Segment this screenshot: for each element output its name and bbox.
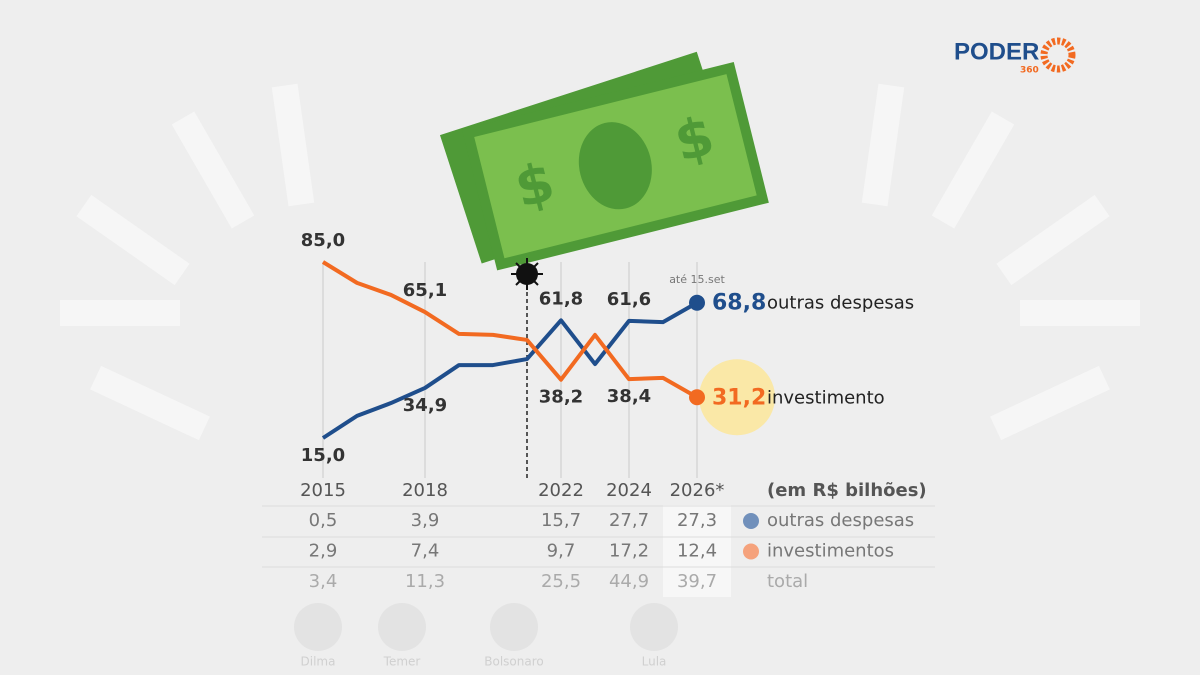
table-cell: 2,9: [309, 541, 338, 562]
logo-name: PODER: [954, 38, 1039, 65]
logo: PODER 360: [954, 37, 1076, 76]
line: [321, 260, 698, 400]
end-marker: [689, 294, 705, 311]
highlight: [699, 359, 775, 436]
x-tick-label: 2022: [538, 480, 584, 501]
line: [321, 300, 698, 440]
president-name: Dilma: [301, 655, 336, 669]
value-label: 31,2: [712, 385, 766, 410]
value-label: 38,4: [607, 386, 651, 407]
end-marker: [689, 389, 705, 406]
value-label: 65,1: [403, 280, 447, 301]
president-name: Temer: [383, 655, 421, 669]
table-row-name: total: [767, 571, 808, 592]
table-cell: 15,7: [541, 510, 581, 531]
logo-number: 360: [1020, 66, 1039, 76]
money-icon: $ $: [439, 51, 769, 271]
table-cell: 44,9: [609, 571, 649, 592]
president-name: Bolsonaro: [484, 655, 543, 669]
president-photo: [490, 603, 538, 651]
legend-label: investimento: [767, 387, 885, 408]
president-name: Lula: [642, 655, 667, 669]
table-cell: 9,7: [547, 541, 576, 562]
bill-circle: [578, 122, 652, 210]
presidents: Dilma Temer Bolsonaro Lula: [294, 603, 678, 669]
table-cell: 39,7: [677, 571, 717, 592]
x-tick-label: 2024: [606, 480, 652, 501]
table-cell: 27,3: [677, 510, 717, 531]
table-cell: 27,7: [609, 510, 649, 531]
x-tick-label: 2018: [402, 480, 448, 501]
table-row-name: investimentos: [767, 541, 894, 562]
legend-dot: [743, 543, 759, 560]
value-label: 68,8: [712, 291, 766, 316]
table-cell: 3,9: [411, 510, 440, 531]
table-cell: 3,4: [309, 571, 338, 592]
table-cell: 0,5: [309, 510, 338, 531]
president-photo: [294, 603, 342, 651]
table-cell: 17,2: [609, 541, 649, 562]
value-label: 61,6: [607, 289, 651, 310]
legend-label: outras despesas: [767, 293, 914, 314]
x-tick-label: 2015: [300, 480, 346, 501]
value-label: 38,2: [539, 387, 583, 408]
table-cell: 12,4: [677, 541, 717, 562]
table-cell: 7,4: [411, 541, 440, 562]
table-cell: 25,5: [541, 571, 581, 592]
logo-sun: [1040, 37, 1076, 73]
table-row-name: outras despesas: [767, 510, 914, 531]
x-tick-label: 2026*: [670, 480, 725, 501]
value-label: 85,0: [301, 230, 345, 251]
value-label: 15,0: [301, 445, 345, 466]
table-cell: 11,3: [405, 571, 445, 592]
background-rays: [60, 83, 1140, 441]
legend-dot: [743, 513, 759, 529]
table-unit: (em R$ bilhões): [767, 480, 927, 501]
value-label: 61,8: [539, 288, 583, 309]
president-photo: [630, 603, 678, 651]
table: (em R$ bilhões): [262, 480, 935, 597]
value-label: 34,9: [403, 395, 447, 416]
highlight-cell: [663, 505, 731, 597]
president-photo: [378, 603, 426, 651]
covid-marker: [511, 258, 543, 478]
